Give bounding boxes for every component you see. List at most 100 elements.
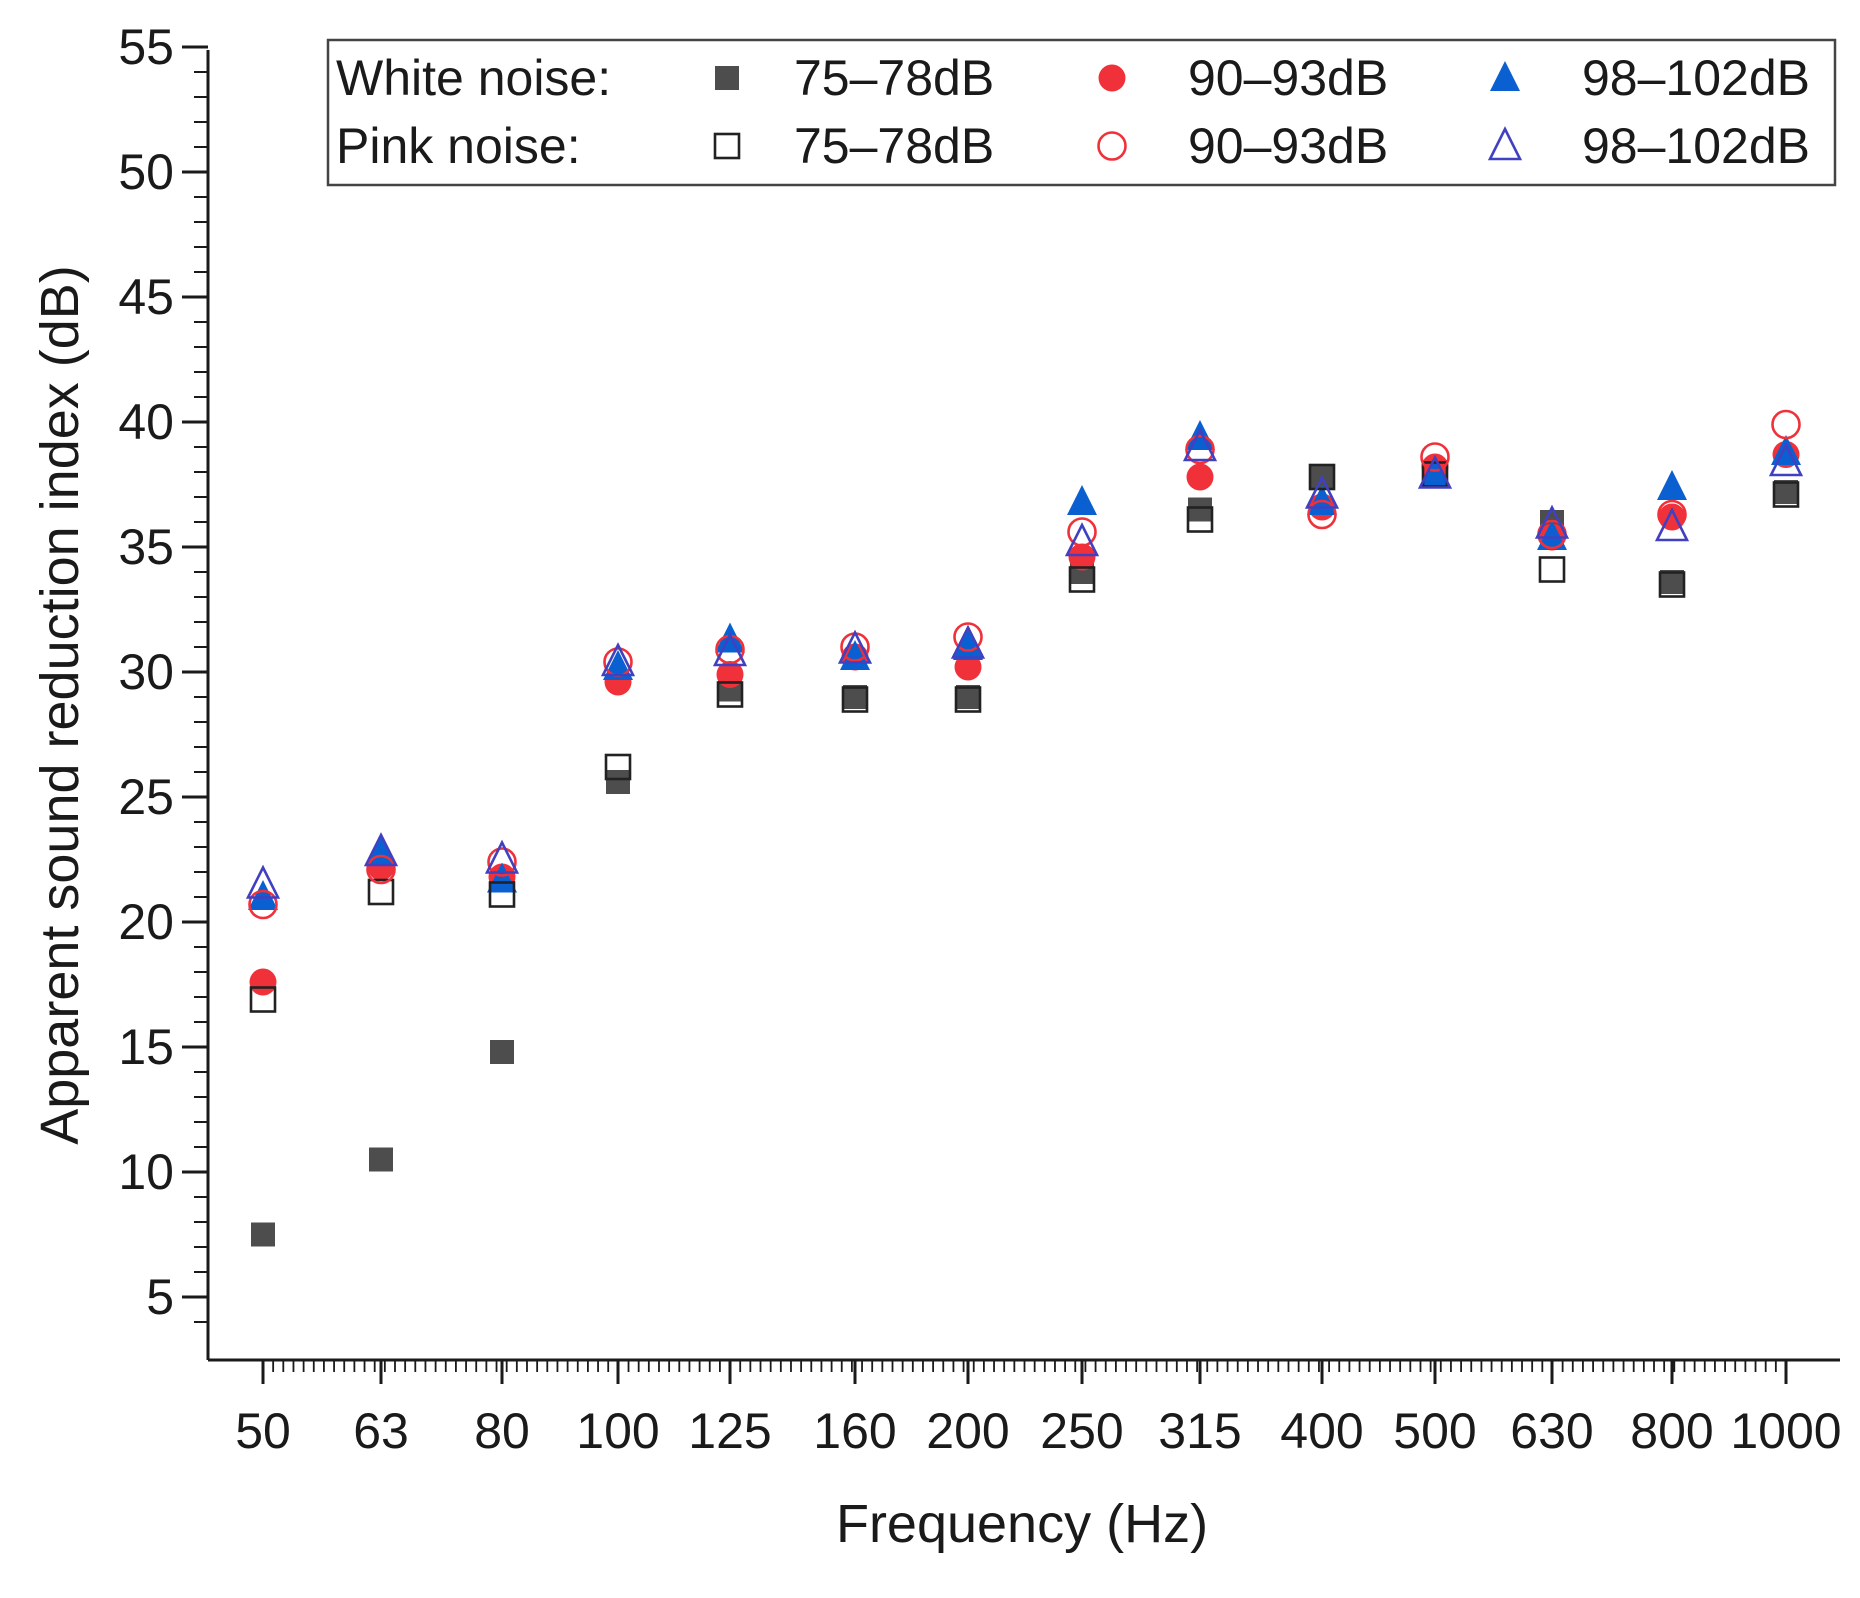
x-tick-label: 200 <box>926 1403 1009 1459</box>
data-point <box>248 889 278 920</box>
data-point <box>604 753 632 781</box>
data-point <box>1064 522 1100 557</box>
y-tick-label: 10 <box>118 1144 174 1200</box>
data-point <box>841 686 869 713</box>
data-point <box>837 629 873 664</box>
data-point <box>488 881 516 908</box>
x-tick-label: 125 <box>688 1403 771 1459</box>
data-point <box>490 1040 514 1064</box>
x-axis-title: Frequency (Hz) <box>836 1494 1208 1554</box>
y-tick-label: 25 <box>118 769 174 825</box>
legend-row-label-white: White noise: <box>336 50 611 106</box>
x-tick-label: 400 <box>1280 1403 1363 1459</box>
data-point <box>366 854 396 885</box>
legend-label-pink-98: 98–102dB <box>1582 118 1810 174</box>
y-tick-label: 5 <box>146 1269 174 1325</box>
legend-box <box>326 38 1837 187</box>
data-point <box>716 681 744 708</box>
legend-marker <box>1487 126 1523 161</box>
data-point <box>251 1222 275 1247</box>
x-tick-label: 160 <box>813 1403 896 1459</box>
legend-label-pink-90: 90–93dB <box>1188 118 1388 174</box>
y-tick-label: 55 <box>118 19 174 75</box>
series-0 <box>251 460 1798 1247</box>
x-tick-label: 100 <box>576 1403 659 1459</box>
data-point <box>484 839 520 874</box>
data-point <box>1304 474 1340 509</box>
data-point <box>1308 463 1336 491</box>
data-point <box>600 642 636 677</box>
data-point <box>1772 481 1800 508</box>
y-tick-label: 30 <box>118 644 174 700</box>
data-point <box>487 862 517 893</box>
data-point <box>1534 504 1570 539</box>
data-point <box>606 770 630 794</box>
legend-marker <box>1098 64 1126 92</box>
series-1 <box>249 441 1800 996</box>
y-tick-label: 40 <box>118 394 174 450</box>
data-point <box>1420 457 1450 488</box>
x-tick-label: 630 <box>1510 1403 1593 1459</box>
data-point <box>843 685 867 709</box>
data-point <box>954 653 982 681</box>
data-point <box>1186 506 1214 533</box>
data-point <box>1068 543 1096 571</box>
data-point <box>712 632 748 667</box>
x-tick-label: 500 <box>1393 1403 1476 1459</box>
x-tick-label: 50 <box>235 1403 291 1459</box>
data-point <box>1538 556 1566 583</box>
x-axis: 50 63 80 100 125 160 200 250 315 400 500 630 800 1000 <box>208 1358 1842 1459</box>
data-point <box>1657 499 1687 530</box>
series-2 <box>248 420 1801 910</box>
data-point <box>367 878 395 906</box>
data-point <box>245 864 281 899</box>
data-point <box>1185 434 1215 465</box>
legend-label-white-75: 75–78dB <box>794 50 994 106</box>
legend-marker <box>1097 131 1127 161</box>
data-point <box>1774 480 1798 504</box>
data-point <box>1067 517 1097 547</box>
data-point <box>369 1147 393 1172</box>
data-point <box>1186 463 1214 491</box>
data-point <box>956 685 980 709</box>
data-point <box>1417 454 1453 489</box>
y-tick-label: 45 <box>118 269 174 325</box>
series-5 <box>245 427 1804 899</box>
y-tick-label: 15 <box>118 1019 174 1075</box>
data-point <box>248 880 278 910</box>
x-tick-label: 80 <box>474 1403 530 1459</box>
x-tick-label: 800 <box>1630 1403 1713 1459</box>
data-point <box>1658 571 1686 598</box>
data-markers <box>245 409 1804 1247</box>
data-point <box>1768 442 1804 477</box>
data-point <box>1188 497 1212 522</box>
data-point <box>363 832 399 867</box>
data-point <box>1654 507 1690 542</box>
data-point <box>1420 442 1450 472</box>
data-point <box>249 986 277 1013</box>
data-point <box>1307 499 1337 530</box>
series-4 <box>248 409 1801 920</box>
legend-marker <box>715 66 739 90</box>
y-axis: 5 10 15 20 25 30 35 40 45 50 55 <box>118 19 210 1360</box>
legend-row-label-pink: Pink noise: <box>336 118 581 174</box>
legend-label-white-98: 98–102dB <box>1582 50 1810 106</box>
legend-label-pink-75: 75–78dB <box>794 118 994 174</box>
data-point <box>1537 520 1567 550</box>
data-point <box>1182 427 1218 462</box>
data-point <box>249 968 277 996</box>
legend-label-white-90: 90–93dB <box>1188 50 1388 106</box>
legend: White noise: Pink noise: 75–78dB 90–93dB… <box>326 38 1837 187</box>
data-point <box>950 624 986 659</box>
x-tick-label: 315 <box>1158 1403 1241 1459</box>
y-tick-label: 20 <box>118 894 174 950</box>
legend-marker <box>1490 61 1520 91</box>
data-point <box>1771 409 1801 440</box>
x-tick-label: 1000 <box>1730 1403 1841 1459</box>
y-tick-label: 35 <box>118 519 174 575</box>
data-point <box>1067 485 1097 515</box>
data-point <box>953 622 983 652</box>
y-axis-title: Apparent sound reduction index (dB) <box>30 265 90 1145</box>
x-tick-label: 250 <box>1040 1403 1123 1459</box>
